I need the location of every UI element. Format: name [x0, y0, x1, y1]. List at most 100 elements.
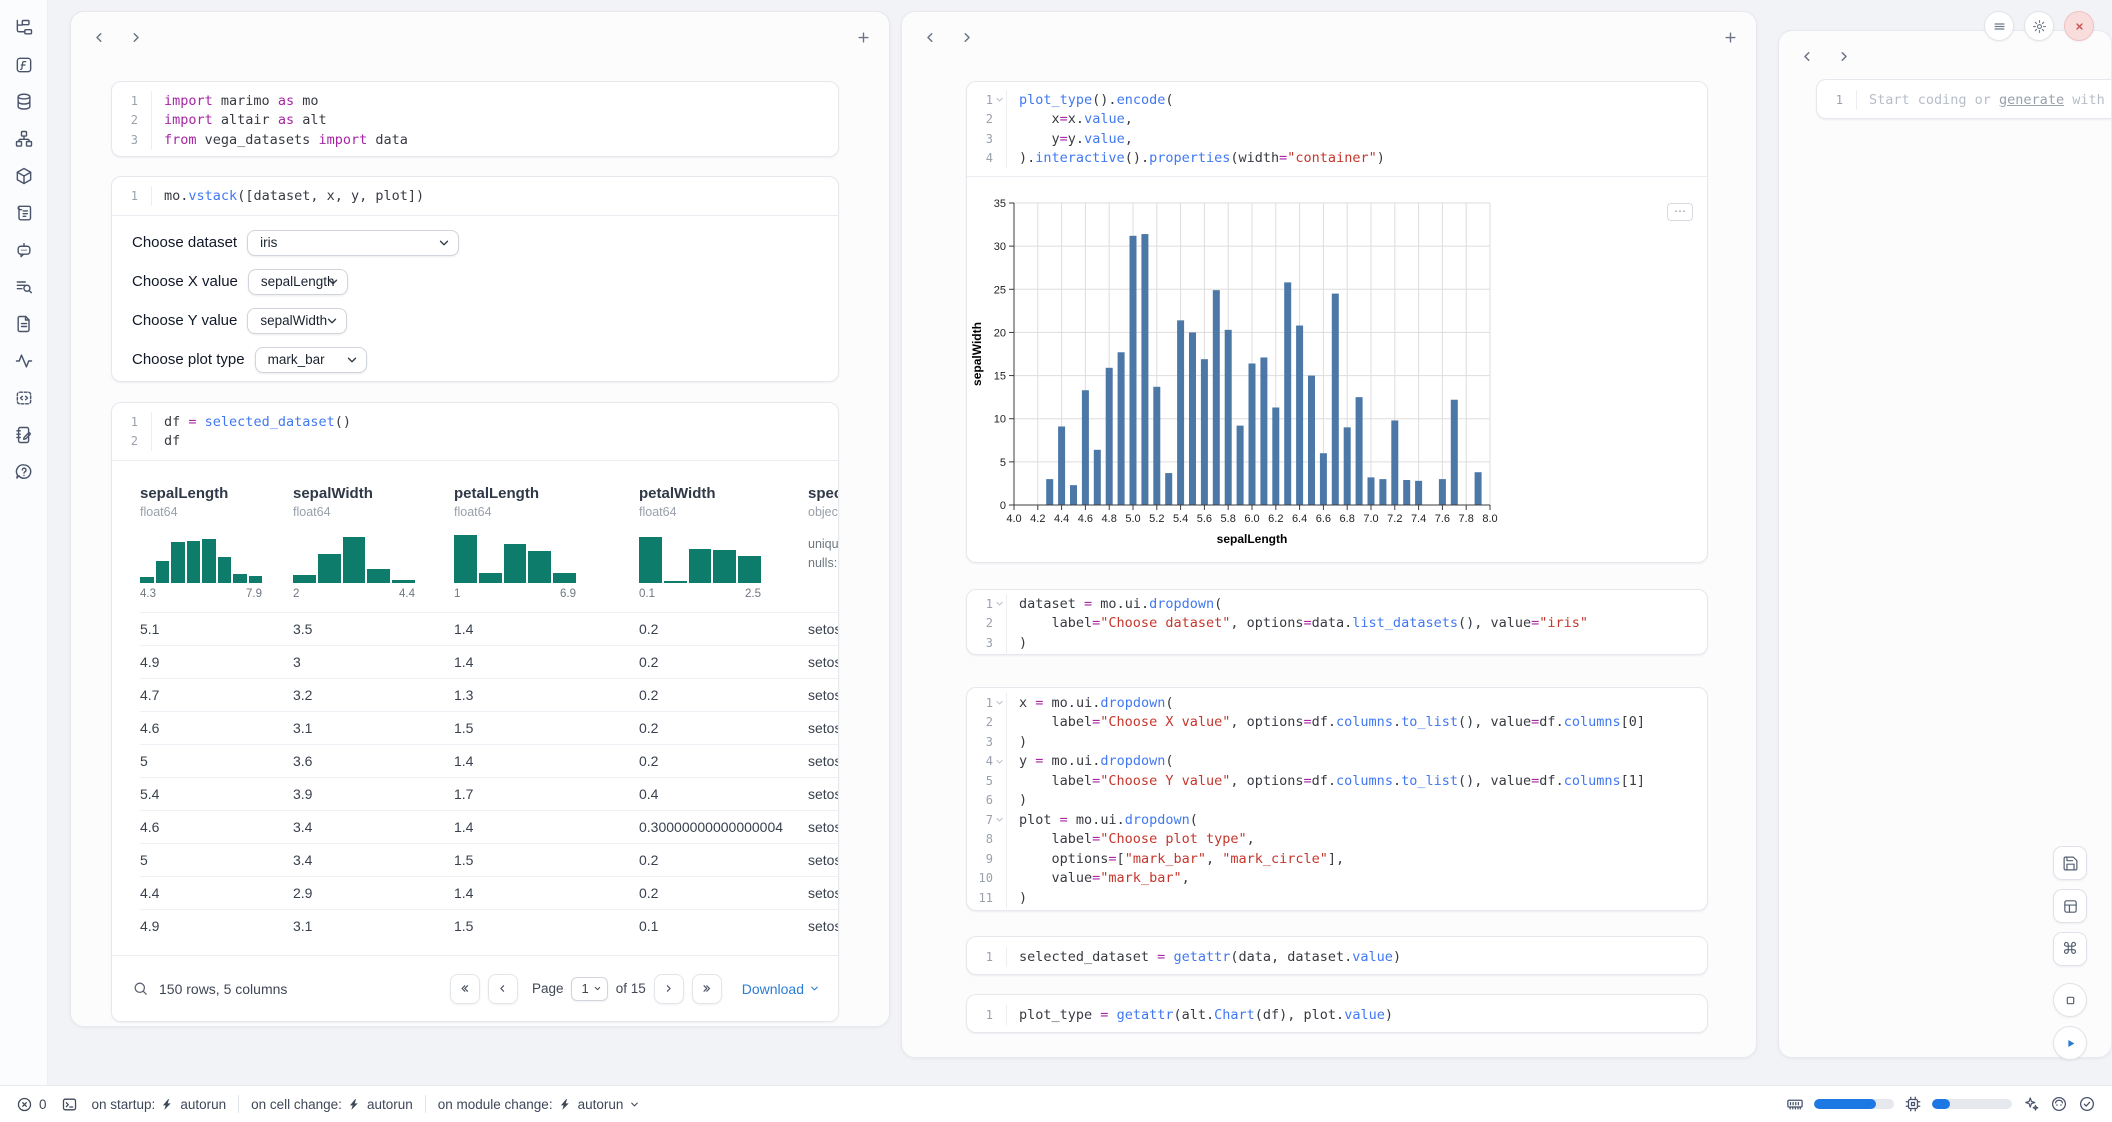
fold-chevron-icon[interactable] — [993, 815, 1006, 824]
fold-chevron-icon[interactable] — [993, 757, 1006, 766]
search-icon[interactable] — [132, 980, 149, 997]
help-icon[interactable] — [8, 456, 40, 488]
column-header-petalLength[interactable]: petalLength float64 1 6.9 — [454, 485, 576, 600]
settings-button[interactable] — [2024, 11, 2054, 41]
generate-with-ai-link[interactable]: generate — [1999, 91, 2065, 108]
tracing-icon[interactable] — [8, 345, 40, 377]
code-line[interactable]: 1 mo. vstack ([dataset, x, y, plot]) — [112, 186, 838, 206]
column-next-button[interactable] — [952, 23, 980, 51]
code-line[interactable]: 2 df — [112, 431, 838, 451]
code-cell-plot[interactable]: 1 plot_type(). encode(2 x = x. value, 3 y = y. va… — [966, 81, 1708, 563]
table-row[interactable]: 4.42.91.40.2setosa — [140, 876, 838, 909]
code-line[interactable]: 5 label = "Choose Y value", options = df. col… — [967, 771, 1707, 791]
dropdown-choose-x-value[interactable]: sepalLength — [247, 268, 348, 295]
table-row[interactable]: 4.93.11.50.1setosa — [140, 909, 838, 942]
dropdown-choose-dataset[interactable]: iris — [247, 229, 460, 256]
snippets-icon[interactable] — [8, 382, 40, 414]
code-line[interactable]: 2 label = "Choose dataset", options = data. l… — [967, 613, 1707, 633]
next-page-button[interactable] — [653, 973, 684, 1004]
menu-button[interactable] — [1984, 11, 2014, 41]
column-prev-button[interactable] — [1793, 42, 1821, 70]
code-line[interactable]: 4). interactive(). properties (width = "conta… — [967, 148, 1707, 168]
code-line[interactable]: 1 plot_type = getattr (alt. Chart (df), plot… — [967, 1005, 1707, 1025]
code-cell-imports[interactable]: 1 import marimo as mo 2 import altair as al… — [111, 81, 839, 157]
add-cell-button[interactable] — [1716, 23, 1744, 51]
dependency-graph-icon[interactable] — [8, 123, 40, 155]
code-cell-selected-dataset[interactable]: 1 selected_dataset = getattr (data, datase… — [966, 936, 1708, 975]
prev-page-button[interactable] — [487, 973, 518, 1004]
fold-chevron-icon[interactable] — [993, 95, 1006, 104]
code-line[interactable]: 2 import altair as alt — [112, 110, 838, 130]
code-line[interactable]: 1 selected_dataset = getattr (data, datase… — [967, 947, 1707, 967]
column-prev-button[interactable] — [85, 23, 113, 51]
code-cell-dataset-dropdown[interactable]: 1 dataset = mo. ui. dropdown(2 label = "Choos… — [966, 589, 1708, 655]
last-page-button[interactable] — [691, 973, 722, 1004]
stop-kernel-button[interactable] — [2053, 983, 2087, 1017]
close-button[interactable] — [2064, 11, 2094, 41]
first-page-button[interactable] — [449, 973, 480, 1004]
code-line[interactable]: 2 x = x. value, — [967, 109, 1707, 129]
code-line[interactable]: 3 y = y. value, — [967, 129, 1707, 149]
logs-icon[interactable] — [8, 271, 40, 303]
fold-chevron-icon[interactable] — [993, 698, 1006, 707]
code-line[interactable]: 1 dataset = mo. ui. dropdown( — [967, 594, 1707, 614]
code-cell-vstack[interactable]: 1 mo. vstack ([dataset, x, y, plot]) Choose … — [111, 176, 839, 382]
functions-icon[interactable] — [8, 49, 40, 81]
table-row[interactable]: 53.61.40.2setosa — [140, 744, 838, 777]
column-header-sepalWidth[interactable]: sepalWidth float64 2 4.4 — [293, 485, 415, 600]
ai-chat-icon[interactable] — [8, 234, 40, 266]
keyboard-shortcuts-button[interactable]: ⌘ — [2053, 932, 2087, 966]
table-row[interactable]: 4.73.21.30.2setosa — [140, 678, 838, 711]
code-line[interactable]: 1 plot_type(). encode( — [967, 90, 1707, 110]
column-header-petalWidth[interactable]: petalWidth float64 0.1 2.5 — [639, 485, 761, 600]
code-line[interactable]: 2 label = "Choose X value", options = df. col… — [967, 712, 1707, 732]
code-line[interactable]: 3) — [967, 633, 1707, 653]
code-line[interactable]: 8 label = "Choose plot type", — [967, 829, 1707, 849]
errors-button[interactable]: 0 — [16, 1096, 47, 1113]
copilot-button[interactable] — [2050, 1095, 2068, 1113]
chart-options-button[interactable]: ⋯ — [1667, 203, 1693, 221]
terminal-button[interactable] — [61, 1096, 78, 1113]
column-header-species[interactable]: speciesobjectunique:nulls: — [808, 485, 838, 600]
ai-sparkle-button[interactable] — [2022, 1095, 2040, 1113]
code-line[interactable]: 10 value = "mark_bar", — [967, 868, 1707, 888]
code-cell-plot-type[interactable]: 1 plot_type = getattr (alt. Chart (df), plot… — [966, 994, 1708, 1033]
altair-bar-chart[interactable]: 4.0 4.2 4.4 4.6 4.8 5.0 5.2 5.4 5.6 5.8 6.0 6.2 6.4 6… — [967, 177, 1708, 561]
packages-icon[interactable] — [8, 160, 40, 192]
runtime-config-on-module-change[interactable]: on module change: autorun — [438, 1097, 641, 1112]
file-tree-icon[interactable] — [8, 12, 40, 44]
documentation-icon[interactable] — [8, 308, 40, 340]
datasources-icon[interactable] — [8, 86, 40, 118]
code-line[interactable]: 7 plot = mo. ui. dropdown( — [967, 810, 1707, 830]
layout-grid-button[interactable] — [2053, 889, 2087, 923]
code-line[interactable]: 1 df = selected_dataset() — [112, 412, 838, 432]
code-line[interactable]: 3) — [967, 732, 1707, 752]
column-next-button[interactable] — [1829, 42, 1857, 70]
runtime-config-on-startup[interactable]: on startup: autorun — [91, 1096, 227, 1112]
empty-code-cell[interactable]: 1 Start coding or generate with AI. — [1816, 79, 2111, 119]
table-row[interactable]: 5.13.51.40.2setosa — [140, 612, 838, 645]
table-row[interactable]: 4.931.40.2setosa — [140, 645, 838, 678]
table-row[interactable]: 53.41.50.2setosa — [140, 843, 838, 876]
dropdown-choose-plot-type[interactable]: mark_bar — [254, 346, 367, 373]
connection-status-button[interactable] — [2078, 1095, 2096, 1113]
column-next-button[interactable] — [121, 23, 149, 51]
runtime-config-on-cell-change[interactable]: on cell change: autorun — [251, 1096, 413, 1112]
code-editor-placeholder[interactable]: Start coding or generate with AI. — [1856, 90, 2111, 110]
code-line[interactable]: 9 options =["mark_bar", "mark_circle"], — [967, 849, 1707, 869]
table-row[interactable]: 5.43.91.70.4setosa — [140, 777, 838, 810]
code-line[interactable]: 3 from vega_datasets import data — [112, 130, 838, 150]
dropdown-choose-y-value[interactable]: sepalWidth — [247, 307, 348, 334]
column-prev-button[interactable] — [916, 23, 944, 51]
fold-chevron-icon[interactable] — [993, 599, 1006, 608]
code-cell-dataframe[interactable]: 1 df = selected_dataset() 2 df sepalLength fl… — [111, 402, 839, 1022]
outline-icon[interactable] — [8, 197, 40, 229]
table-row[interactable]: 4.63.41.40.30000000000000004setosa — [140, 810, 838, 843]
code-line[interactable]: 1 import marimo as mo — [112, 91, 838, 111]
download-button[interactable]: Download — [742, 981, 820, 997]
code-line[interactable]: 6) — [967, 790, 1707, 810]
run-all-button[interactable] — [2053, 1026, 2087, 1060]
